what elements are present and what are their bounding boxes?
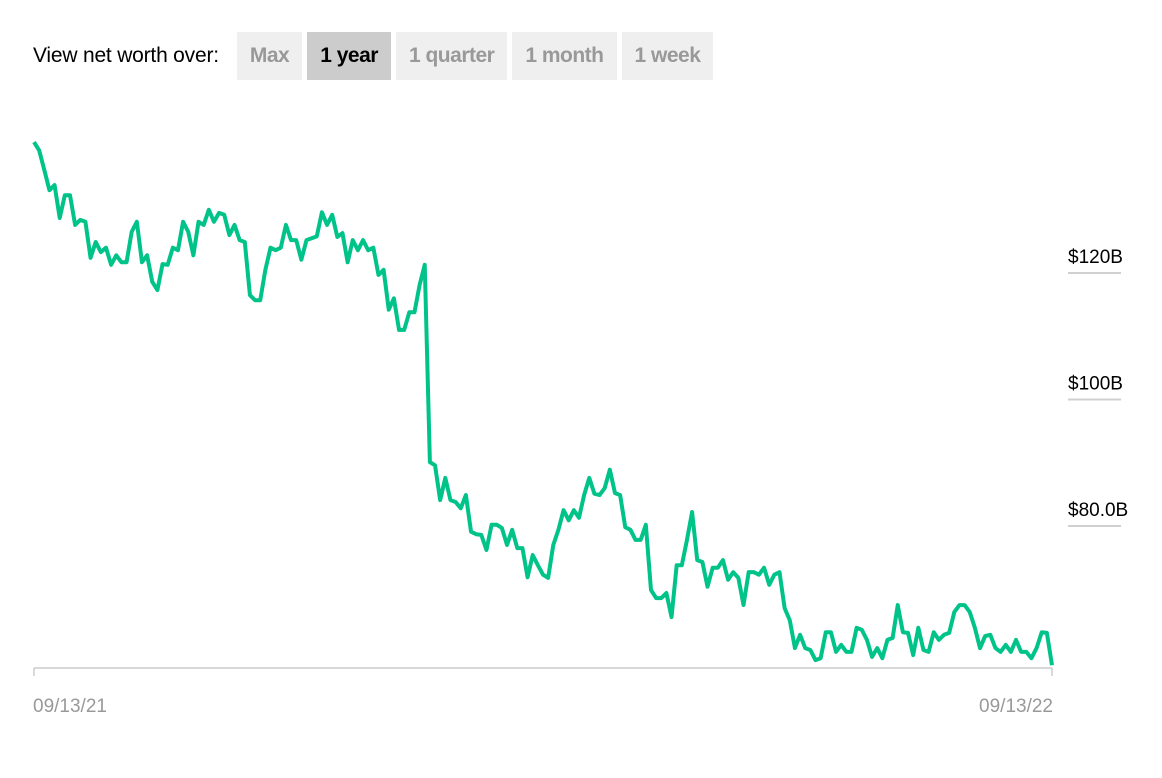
net-worth-line — [32, 141, 1054, 666]
x-tick-label: 09/13/22 — [979, 696, 1053, 717]
x-tick-label: 09/13/21 — [33, 696, 107, 717]
timeframe-max-button[interactable]: Max — [236, 32, 303, 80]
timeframe-1-quarter-button[interactable]: 1 quarter — [395, 32, 508, 80]
timeframe-1-week-button[interactable]: 1 week — [621, 32, 714, 80]
y-tick-label: $120B — [1068, 247, 1123, 268]
y-tick-label: $80.0B — [1068, 500, 1128, 521]
timeframe-selector: View net worth over: Max 1 year 1 quarter 1… — [33, 32, 718, 80]
y-tick-label: $100B — [1068, 374, 1123, 395]
timeframe-1-month-button[interactable]: 1 month — [512, 32, 617, 80]
timeframe-label: View net worth over: — [33, 44, 219, 67]
timeframe-1-year-button[interactable]: 1 year — [307, 32, 391, 80]
